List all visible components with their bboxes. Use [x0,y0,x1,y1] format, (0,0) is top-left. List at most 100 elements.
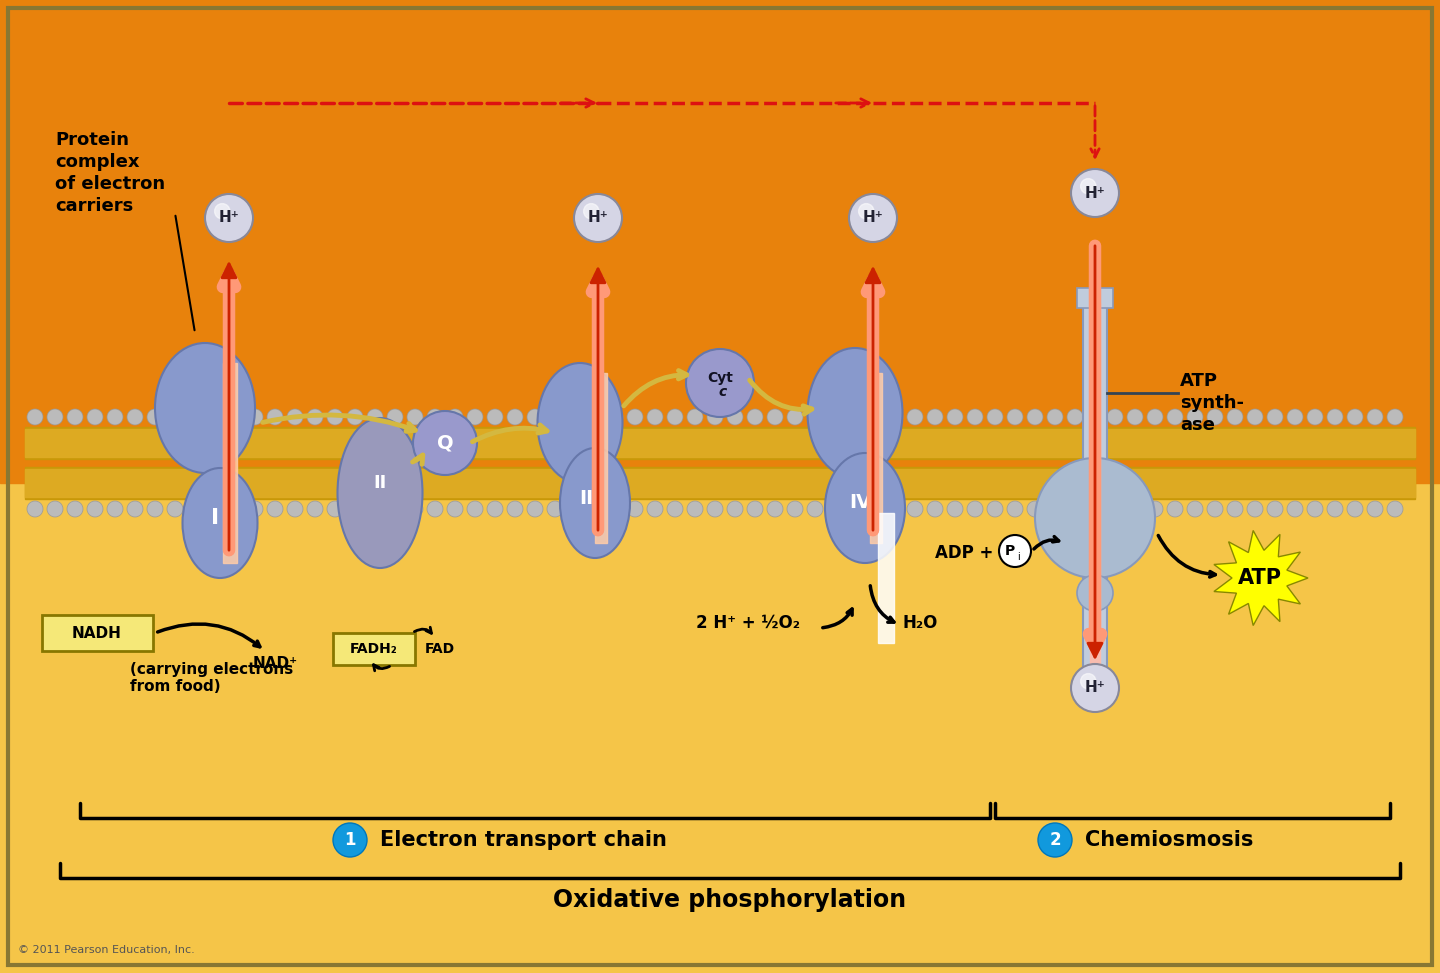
Text: FADH₂: FADH₂ [350,642,397,656]
Bar [24,469,1416,497]
Text: c: c [719,385,727,399]
Circle shape [588,409,603,425]
Circle shape [858,203,874,219]
Circle shape [446,409,464,425]
Circle shape [986,409,1004,425]
Bar [595,373,608,543]
Circle shape [1247,501,1263,517]
Circle shape [507,409,523,425]
Circle shape [727,409,743,425]
Circle shape [927,501,943,517]
Circle shape [1227,409,1243,425]
Circle shape [1027,501,1043,517]
Circle shape [167,501,183,517]
Circle shape [266,501,284,517]
Circle shape [48,501,63,517]
Circle shape [86,501,104,517]
Circle shape [685,349,755,417]
Text: Q: Q [436,434,454,452]
Text: H⁺: H⁺ [219,210,239,226]
Text: Electron transport chain: Electron transport chain [380,830,667,850]
Circle shape [467,501,482,517]
Circle shape [207,409,223,425]
Text: H₂O: H₂O [903,614,937,632]
Text: Chemiosmosis: Chemiosmosis [1084,830,1253,850]
Circle shape [1387,409,1403,425]
Circle shape [127,501,143,517]
Text: 1: 1 [344,831,356,849]
Text: III: III [579,488,600,508]
Text: ATP: ATP [1238,568,1282,588]
Circle shape [1187,501,1202,517]
Circle shape [215,203,230,219]
Circle shape [1227,501,1243,517]
Circle shape [1187,409,1202,425]
Circle shape [207,501,223,517]
Circle shape [228,501,243,517]
Circle shape [367,501,383,517]
Circle shape [986,501,1004,517]
Circle shape [428,501,444,517]
Circle shape [1148,501,1164,517]
Circle shape [747,501,763,517]
Circle shape [887,409,903,425]
Circle shape [747,409,763,425]
Circle shape [1080,179,1096,194]
Circle shape [1387,501,1403,517]
Text: ATP
synth-
ase: ATP synth- ase [1179,372,1244,434]
Circle shape [867,409,883,425]
Circle shape [248,409,264,425]
Bar [1083,293,1107,693]
Bar [878,513,894,643]
Circle shape [1107,409,1123,425]
Circle shape [1027,409,1043,425]
Circle shape [1267,501,1283,517]
Circle shape [1367,501,1382,517]
Circle shape [1346,409,1364,425]
Circle shape [467,409,482,425]
Bar [24,429,1416,457]
Circle shape [327,409,343,425]
Circle shape [907,501,923,517]
Text: H⁺: H⁺ [588,210,608,226]
Circle shape [547,409,563,425]
Text: IV: IV [848,493,871,513]
Circle shape [727,501,743,517]
Circle shape [1038,823,1071,857]
Circle shape [647,409,662,425]
Circle shape [48,409,63,425]
Text: Oxidative phosphorylation: Oxidative phosphorylation [553,888,907,912]
Text: © 2011 Pearson Education, Inc.: © 2011 Pearson Education, Inc. [17,945,194,955]
Circle shape [626,501,644,517]
Text: NADH: NADH [72,626,122,640]
Circle shape [248,501,264,517]
Circle shape [487,501,503,517]
Circle shape [387,409,403,425]
Ellipse shape [183,468,258,578]
Circle shape [1346,501,1364,517]
Text: (carrying electrons
from food): (carrying electrons from food) [130,662,294,694]
Circle shape [667,409,683,425]
Circle shape [847,409,863,425]
Circle shape [1047,409,1063,425]
Circle shape [907,409,923,425]
FancyBboxPatch shape [42,615,153,651]
Circle shape [107,501,122,517]
Text: NAD⁺: NAD⁺ [252,656,298,670]
Ellipse shape [156,343,255,473]
Circle shape [887,501,903,517]
Circle shape [167,409,183,425]
Circle shape [1207,409,1223,425]
Bar [1090,303,1100,683]
Circle shape [307,501,323,517]
Circle shape [1080,673,1096,689]
Circle shape [367,409,383,425]
Text: I: I [210,508,219,528]
Ellipse shape [808,348,903,478]
Circle shape [507,501,523,517]
Circle shape [107,409,122,425]
Circle shape [527,501,543,517]
Circle shape [806,501,824,517]
Circle shape [588,501,603,517]
Circle shape [1287,501,1303,517]
